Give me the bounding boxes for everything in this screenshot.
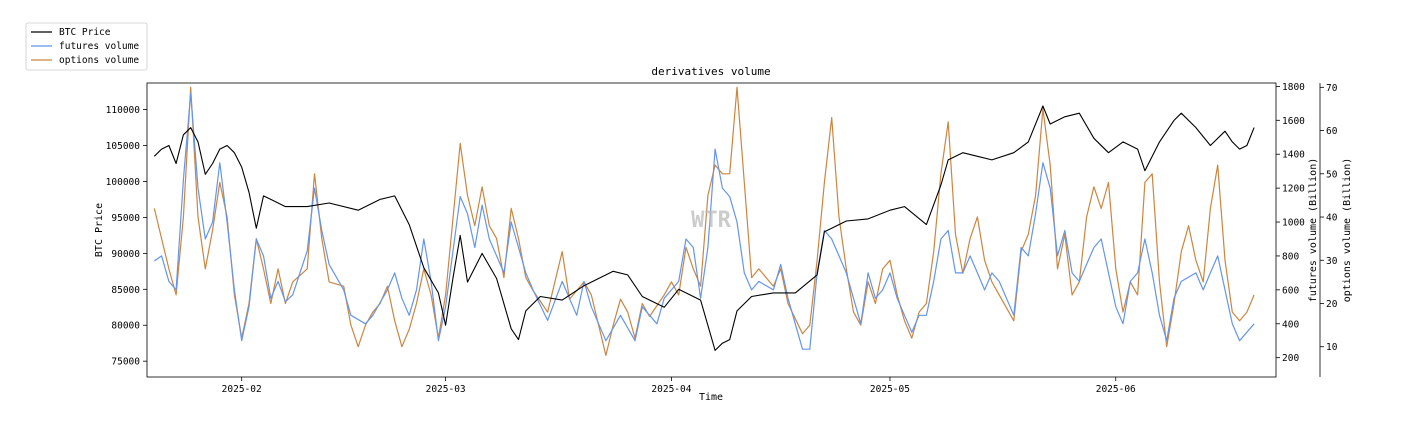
right-y-axis-2: 10 20 30 40 50 60 70 <box>1320 83 1338 353</box>
y-right1-tick-label: 400 <box>1282 319 1299 330</box>
y-right1-tick-label: 1200 <box>1282 184 1305 195</box>
y-right1-tick-label: 1600 <box>1282 116 1305 127</box>
right-axis-1-label: futures volume (Billion) <box>1308 158 1319 303</box>
y-left-tick-label: 75000 <box>111 357 140 368</box>
x-tick-label: 2025-06 <box>1096 384 1136 395</box>
series-line-price <box>153 105 1255 351</box>
y-right2-tick-label: 20 <box>1326 299 1338 310</box>
y-left-tick-label: 80000 <box>111 321 140 332</box>
x-tick-label: 2025-03 <box>426 384 466 395</box>
y-right2-tick-label: 50 <box>1326 169 1338 180</box>
y-right2-tick-label: 30 <box>1326 256 1338 267</box>
right-axis-2-label: options volume (Billion) <box>1342 158 1353 303</box>
x-tick-label: 2025-05 <box>870 384 910 395</box>
left-axis-label: BTC Price <box>94 203 105 257</box>
right-y-axis-1: 200 400 600 800 1000 1200 1400 1600 1800 <box>1276 82 1305 364</box>
y-left-tick-label: 90000 <box>111 249 140 260</box>
legend-box <box>25 22 148 71</box>
plot-frame <box>146 82 1277 378</box>
legend-label-futures: futures volume <box>59 41 139 52</box>
y-left-tick-label: 85000 <box>111 285 140 296</box>
y-right1-tick-label: 800 <box>1282 251 1299 262</box>
legend: BTC Price futures volume options volume <box>25 22 148 71</box>
y-right2-tick-label: 60 <box>1326 126 1338 137</box>
legend-label-options: options volume <box>59 55 139 66</box>
y-right2-tick-label: 10 <box>1326 342 1338 353</box>
chart-marks <box>153 86 1255 356</box>
y-right2-tick-label: 40 <box>1326 213 1338 224</box>
watermark: WTR <box>691 208 731 233</box>
y-right1-tick-label: 1000 <box>1282 218 1305 229</box>
y-right1-tick-label: 1400 <box>1282 150 1305 161</box>
y-left-tick-label: 95000 <box>111 213 140 224</box>
x-tick-label: 2025-04 <box>651 384 691 395</box>
y-left-tick-label: 100000 <box>106 177 141 188</box>
y-right1-tick-label: 600 <box>1282 285 1299 296</box>
y-right1-tick-label: 200 <box>1282 353 1299 364</box>
x-tick-label: 2025-02 <box>222 384 262 395</box>
y-left-tick-label: 105000 <box>106 141 141 152</box>
chart-title: derivatives volume <box>651 65 770 78</box>
legend-label-price: BTC Price <box>59 27 111 38</box>
x-axis-label: Time <box>699 392 723 403</box>
y-left-tick-label: 110000 <box>106 105 141 116</box>
y-right1-tick-label: 1800 <box>1282 82 1305 93</box>
x-axis: 2025-02 2025-03 2025-04 2025-05 2025-06 <box>222 377 1136 395</box>
y-right2-tick-label: 70 <box>1326 83 1338 94</box>
left-y-axis: 75000 80000 85000 90000 95000 100000 105000 110… <box>106 105 147 368</box>
series-line-futures <box>153 92 1255 350</box>
